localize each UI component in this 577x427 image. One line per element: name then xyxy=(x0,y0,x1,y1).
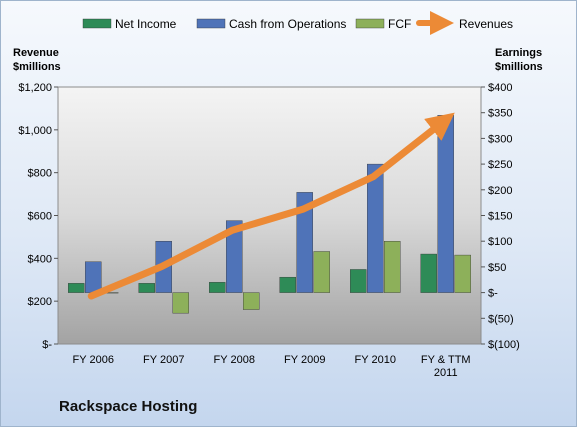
legend-label: Net Income xyxy=(115,17,177,31)
right-axis-tick-label: $100 xyxy=(488,236,512,248)
right-axis-title: Earnings xyxy=(495,47,542,59)
left-axis-tick-label: $800 xyxy=(28,168,52,180)
right-axis-tick-label: $200 xyxy=(488,185,512,197)
legend-swatch xyxy=(196,18,226,29)
chart-title: Rackspace Hosting xyxy=(59,398,198,415)
left-axis-tick-label: $- xyxy=(42,339,52,351)
bar-cash-from-operations xyxy=(296,192,313,293)
bar-net-income xyxy=(279,276,296,293)
x-axis-category-label: FY 2009 xyxy=(284,354,325,366)
bar-net-income xyxy=(350,269,367,293)
right-axis-tick-label: $300 xyxy=(488,133,512,145)
legend-label: Revenues xyxy=(459,17,513,31)
right-axis-tick-label: $- xyxy=(488,288,498,300)
right-axis-title: $millions xyxy=(495,61,543,73)
left-axis-tick-label: $1,000 xyxy=(18,125,52,137)
right-axis-tick-label: $350 xyxy=(488,108,512,120)
bar-cash-from-operations xyxy=(367,163,384,293)
left-axis-tick-label: $200 xyxy=(28,296,52,308)
x-axis-category-label: FY 2010 xyxy=(355,354,396,366)
x-axis-category-label: FY 2007 xyxy=(143,354,184,366)
x-axis-category-label: FY 2006 xyxy=(73,354,114,366)
bar-net-income xyxy=(209,282,226,293)
right-axis-tick-label: $(100) xyxy=(488,339,520,351)
legend-label: FCF xyxy=(388,17,411,31)
right-axis-tick-label: $150 xyxy=(488,211,512,223)
legend-label: Cash from Operations xyxy=(229,17,346,31)
bar-fcf xyxy=(384,240,401,293)
x-axis-category-label: FY & TTM xyxy=(421,354,471,366)
left-axis-title: Revenue xyxy=(13,47,59,59)
legend-swatch xyxy=(82,18,112,29)
bar-fcf xyxy=(454,254,471,293)
right-axis-tick-label: $250 xyxy=(488,159,512,171)
bar-fcf xyxy=(243,292,260,310)
left-axis-tick-label: $600 xyxy=(28,211,52,223)
bar-cash-from-operations xyxy=(85,261,102,293)
right-axis-tick-label: $400 xyxy=(488,82,512,94)
bar-net-income xyxy=(138,283,155,293)
bar-cash-from-operations xyxy=(437,115,454,293)
plot-area xyxy=(57,86,482,345)
bar-fcf xyxy=(172,292,189,314)
bar-net-income xyxy=(420,253,437,293)
left-axis-title: $millions xyxy=(13,61,61,73)
revenues-line xyxy=(87,112,455,300)
bar-net-income xyxy=(68,283,85,293)
legend-swatch xyxy=(355,18,385,29)
left-axis-tick-label: $1,200 xyxy=(18,82,52,94)
right-axis-tick-label: $50 xyxy=(488,262,506,274)
right-axis-tick-label: $(50) xyxy=(488,313,514,325)
x-axis-category-label: FY 2008 xyxy=(214,354,255,366)
x-axis-category-label: 2011 xyxy=(434,367,458,379)
left-axis-tick-label: $400 xyxy=(28,253,52,265)
bar-fcf xyxy=(313,251,330,293)
bar-cash-from-operations xyxy=(226,220,243,293)
